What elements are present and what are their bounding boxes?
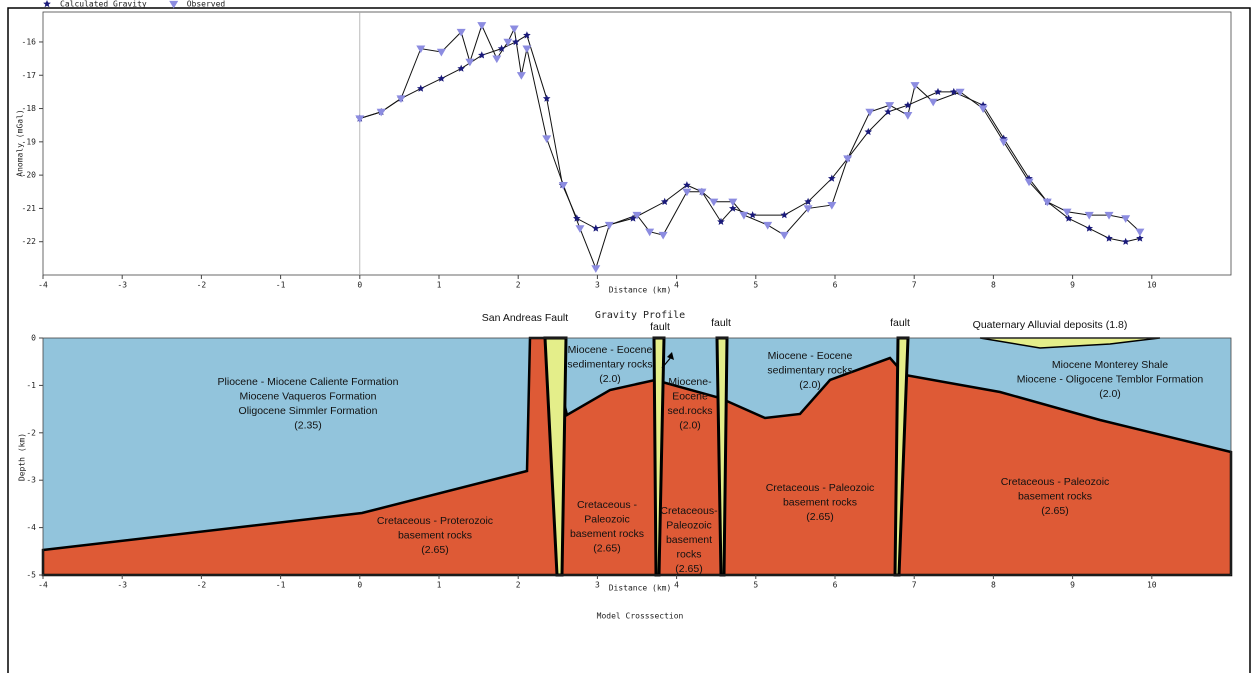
- x-tick-label: -2: [197, 281, 207, 290]
- y-tick-label: -22: [22, 237, 37, 246]
- x-tick-label: 10: [1147, 281, 1157, 290]
- unit-label: basement rocks: [783, 496, 857, 508]
- unit-label: Paleozoic: [584, 513, 630, 525]
- unit-label: Cretaceous - Paleozoic: [766, 482, 875, 494]
- y-tick-label: 0: [31, 334, 36, 343]
- x-tick-label: 5: [753, 581, 758, 590]
- y-axis-label: Depth (km): [18, 433, 27, 481]
- unit-label: sedimentary rocks: [767, 364, 852, 376]
- unit-label: (2.35): [294, 419, 321, 431]
- legend-label: Calculated Gravity: [60, 0, 147, 9]
- x-tick-label: -3: [117, 281, 127, 290]
- x-tick-label: 2: [516, 581, 521, 590]
- x-tick-label: 10: [1147, 581, 1157, 590]
- y-tick-label: -1: [26, 381, 36, 390]
- unit-label: basement rocks: [570, 528, 644, 540]
- unit-label: rocks: [676, 548, 701, 560]
- annotation: San Andreas Fault: [482, 312, 568, 324]
- x-tick-label: -4: [38, 281, 48, 290]
- unit-label: Oligocene Simmler Formation: [239, 405, 378, 417]
- unit-label: (2.0): [599, 373, 621, 385]
- legend-label: Observed: [187, 0, 226, 9]
- x-tick-label: -4: [38, 581, 48, 590]
- x-tick-label: 4: [674, 281, 679, 290]
- unit-label: (2.65): [675, 563, 702, 575]
- x-tick-label: 4: [674, 581, 679, 590]
- unit-label: sed.rocks: [668, 405, 713, 417]
- x-tick-label: 9: [1070, 281, 1075, 290]
- annotation: Quaternary Alluvial deposits (1.8): [973, 319, 1128, 331]
- chart-title: Model Crosssection: [597, 612, 684, 621]
- y-tick-label: -19: [22, 137, 37, 146]
- unit-label: Miocene - Eocene: [568, 344, 653, 356]
- unit-label: (2.0): [679, 419, 701, 431]
- y-tick-label: -18: [22, 104, 37, 113]
- x-tick-label: 3: [595, 581, 600, 590]
- x-tick-label: -3: [117, 581, 127, 590]
- x-tick-label: 0: [357, 581, 362, 590]
- unit-label: (2.0): [1099, 388, 1121, 400]
- unit-label: basement rocks: [398, 529, 472, 541]
- x-tick-label: 6: [833, 581, 838, 590]
- figure: Gravity Profile Distance (km) Anomaly (m…: [0, 0, 1257, 673]
- unit-label: Paleozoic: [666, 519, 712, 531]
- x-tick-label: 7: [912, 281, 917, 290]
- x-tick-label: 9: [1070, 581, 1075, 590]
- unit-label: (2.65): [593, 542, 620, 554]
- unit-label: Miocene-: [668, 376, 712, 388]
- unit-label: (2.65): [1041, 505, 1068, 517]
- y-tick-label: -16: [22, 37, 37, 46]
- x-tick-label: 1: [437, 581, 442, 590]
- x-tick-label: 7: [912, 581, 917, 590]
- unit-label: sedimentary rocks: [567, 358, 652, 370]
- annotation: fault: [711, 317, 731, 329]
- x-axis-label: Distance (km): [609, 286, 672, 295]
- chart-title: Gravity Profile: [595, 310, 685, 321]
- x-tick-label: 5: [753, 281, 758, 290]
- y-tick-label: -4: [26, 523, 36, 532]
- x-tick-label: -1: [276, 281, 286, 290]
- y-tick-label: -5: [26, 571, 36, 580]
- annotation: fault: [890, 317, 910, 329]
- y-tick-label: -17: [22, 71, 37, 80]
- y-tick-label: -3: [26, 476, 36, 485]
- unit-label: basement: [666, 534, 712, 546]
- x-tick-label: 1: [437, 281, 442, 290]
- x-tick-label: -2: [197, 581, 207, 590]
- x-tick-label: 3: [595, 281, 600, 290]
- unit-label: Miocene Monterey Shale: [1052, 359, 1168, 371]
- annotation: fault: [650, 321, 670, 333]
- x-tick-label: 2: [516, 281, 521, 290]
- x-tick-label: 8: [991, 281, 996, 290]
- x-axis-label: Distance (km): [609, 584, 672, 593]
- unit-label: (2.65): [421, 544, 448, 556]
- unit-label: Cretaceous - Paleozoic: [1001, 476, 1110, 488]
- unit-label: Pliocene - Miocene Caliente Formation: [218, 376, 399, 388]
- x-tick-label: 0: [357, 281, 362, 290]
- unit-label: Miocene - Oligocene Temblor Formation: [1017, 373, 1204, 385]
- x-tick-label: -1: [276, 581, 286, 590]
- unit-label: Cretaceous - Proterozoic: [377, 515, 493, 527]
- unit-label: Eocene: [672, 390, 708, 402]
- unit-label: basement rocks: [1018, 490, 1092, 502]
- x-tick-label: 8: [991, 581, 996, 590]
- unit-label: Cretaceous-: [660, 505, 718, 517]
- x-tick-label: 6: [833, 281, 838, 290]
- y-tick-label: -21: [22, 204, 37, 213]
- unit-label: Miocene - Eocene: [768, 350, 853, 362]
- unit-label: (2.0): [799, 379, 821, 391]
- unit-label: Cretaceous -: [577, 499, 638, 511]
- unit-label: Miocene Vaqueros Formation: [240, 390, 377, 402]
- unit-label: (2.65): [806, 511, 833, 523]
- y-tick-label: -20: [22, 171, 37, 180]
- y-tick-label: -2: [26, 428, 36, 437]
